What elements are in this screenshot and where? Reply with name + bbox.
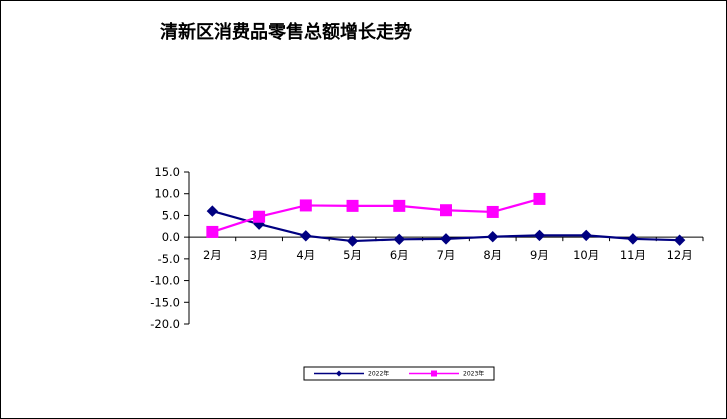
y-tick-label: 5.0	[162, 208, 180, 222]
series-1	[206, 205, 686, 247]
chart-axes: 15.0 10.0 5.0 0.0 -5.0 -10.0 -15.0 -20.0 2月 3月 4月 5…	[150, 165, 704, 331]
y-tick-label: 10.0	[154, 187, 180, 201]
x-tick-label: 7月	[437, 248, 456, 262]
x-tick-label: 12月	[667, 248, 693, 262]
data-point	[486, 205, 499, 218]
y-tick-label: -20.0	[150, 317, 180, 331]
data-point	[346, 199, 359, 212]
data-point	[533, 192, 546, 205]
x-tick-label: 6月	[390, 248, 409, 262]
y-tick-label: 0.0	[162, 230, 180, 244]
x-tick-label: 9月	[530, 248, 549, 262]
data-point	[299, 199, 312, 212]
data-point	[346, 235, 359, 247]
legend-marker	[336, 370, 342, 377]
x-tick-label: 8月	[483, 248, 502, 262]
data-point	[206, 205, 219, 217]
data-point	[253, 210, 266, 223]
legend-marker	[431, 370, 437, 377]
x-tick-label: 4月	[296, 248, 315, 262]
data-point	[300, 230, 312, 242]
series-2	[206, 192, 546, 238]
y-tick-label: 15.0	[154, 165, 180, 179]
y-tick-label: -5.0	[158, 252, 180, 266]
y-tick-label: -10.0	[150, 274, 180, 288]
data-point	[580, 229, 592, 242]
legend-label: 2022年	[368, 370, 389, 378]
x-tick-label: 5月	[343, 248, 362, 262]
chart-legend: 2022年 2023年	[303, 366, 495, 381]
data-point	[533, 229, 546, 242]
series-line	[212, 197, 540, 233]
y-tick-label: -15.0	[150, 295, 180, 309]
data-point	[673, 234, 686, 246]
legend-box	[303, 366, 495, 381]
data-point	[440, 233, 452, 245]
x-tick-label: 3月	[250, 248, 269, 262]
data-point	[487, 231, 499, 243]
legend-label: 2023年	[463, 370, 484, 378]
data-point	[440, 204, 452, 217]
series-layer	[206, 192, 686, 247]
chart-title: 清新区消费品零售总额增长走势	[160, 22, 412, 43]
x-tick-label: 11月	[620, 248, 646, 262]
data-point	[206, 225, 219, 238]
data-point	[627, 233, 639, 245]
data-point	[393, 199, 406, 212]
data-point	[393, 233, 405, 246]
x-tick-label: 2月	[203, 248, 222, 262]
x-tick-label: 10月	[573, 248, 599, 262]
